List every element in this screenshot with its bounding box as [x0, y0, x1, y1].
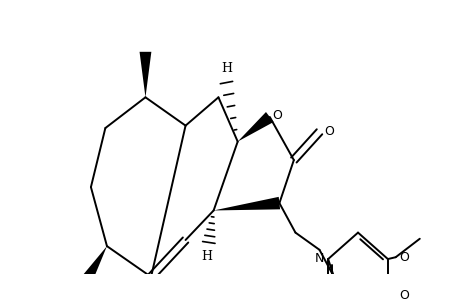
Text: H: H — [201, 250, 212, 263]
Text: O: O — [323, 125, 333, 138]
Text: O: O — [398, 251, 409, 264]
Polygon shape — [139, 52, 151, 97]
Text: O: O — [272, 109, 282, 122]
Polygon shape — [237, 112, 273, 142]
Text: H: H — [220, 62, 231, 75]
Polygon shape — [213, 197, 280, 211]
Polygon shape — [82, 246, 107, 282]
Text: N: N — [314, 252, 324, 265]
Text: O: O — [398, 289, 409, 300]
